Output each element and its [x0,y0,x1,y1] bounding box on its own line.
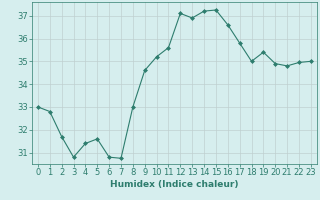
X-axis label: Humidex (Indice chaleur): Humidex (Indice chaleur) [110,180,239,189]
